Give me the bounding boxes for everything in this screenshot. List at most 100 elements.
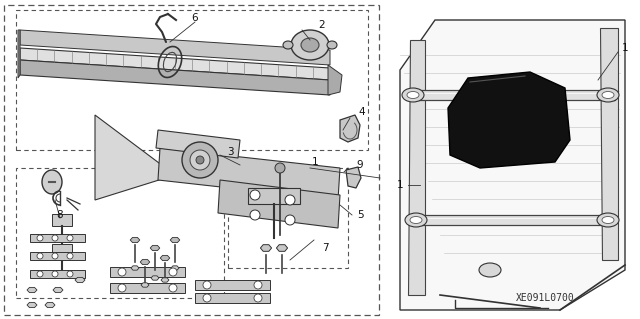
Polygon shape [248,188,300,204]
Polygon shape [110,267,185,277]
Polygon shape [18,30,20,78]
Polygon shape [260,245,271,251]
Polygon shape [30,252,85,260]
Circle shape [203,294,211,302]
Polygon shape [131,266,139,270]
Bar [16,168,224,298]
Circle shape [37,235,43,241]
Polygon shape [20,30,330,65]
Polygon shape [151,276,159,280]
Circle shape [169,268,177,276]
Circle shape [250,210,260,220]
Polygon shape [195,280,270,290]
Circle shape [182,142,218,178]
Polygon shape [130,237,140,242]
Polygon shape [30,234,85,242]
Polygon shape [27,302,37,308]
Text: XE091L0700: XE091L0700 [516,293,574,303]
Circle shape [118,268,126,276]
Circle shape [275,163,285,173]
Polygon shape [45,302,55,308]
Circle shape [190,150,210,170]
Polygon shape [170,237,180,242]
Polygon shape [53,287,63,293]
Polygon shape [110,283,185,293]
Polygon shape [156,130,240,158]
Polygon shape [161,278,169,282]
Bar [228,168,348,268]
Polygon shape [346,167,361,188]
Bar [4,5,379,315]
Circle shape [285,215,295,225]
Polygon shape [400,20,625,310]
Polygon shape [30,270,85,278]
Ellipse shape [402,88,424,102]
Polygon shape [158,148,340,200]
Circle shape [67,235,73,241]
Text: 8: 8 [57,210,63,220]
Circle shape [37,253,43,259]
Circle shape [37,271,43,277]
Polygon shape [448,72,570,168]
Polygon shape [52,214,72,226]
Polygon shape [408,40,425,295]
Text: 5: 5 [356,210,364,220]
Polygon shape [75,278,85,283]
Circle shape [52,271,58,277]
Text: 2: 2 [319,20,325,30]
Circle shape [285,195,295,205]
Text: 4: 4 [358,107,365,117]
Polygon shape [20,60,330,95]
Text: 7: 7 [322,243,328,253]
Circle shape [67,271,73,277]
Polygon shape [20,48,330,80]
Polygon shape [195,293,270,303]
Circle shape [254,281,262,289]
Ellipse shape [410,217,422,224]
Ellipse shape [479,263,501,277]
Circle shape [169,284,177,292]
Polygon shape [218,180,340,228]
Circle shape [67,253,73,259]
Ellipse shape [327,41,337,49]
Ellipse shape [597,213,619,227]
Circle shape [118,284,126,292]
Ellipse shape [42,170,62,194]
Polygon shape [141,283,149,287]
Polygon shape [95,115,175,200]
Bar [395,5,635,310]
Text: 6: 6 [192,13,198,23]
Circle shape [52,253,58,259]
Ellipse shape [283,41,293,49]
Polygon shape [600,28,618,260]
Ellipse shape [291,30,329,60]
Polygon shape [410,90,615,100]
Polygon shape [328,65,342,95]
Text: 1: 1 [397,180,403,190]
Text: 1: 1 [621,43,628,53]
Ellipse shape [301,38,319,52]
Text: 1: 1 [312,157,318,167]
Polygon shape [171,266,179,270]
Polygon shape [52,244,72,256]
Polygon shape [160,256,170,261]
Ellipse shape [602,92,614,99]
Polygon shape [276,245,287,251]
Bar [16,10,368,150]
Ellipse shape [407,92,419,99]
Polygon shape [340,115,360,142]
Circle shape [250,190,260,200]
Polygon shape [140,259,150,264]
Circle shape [52,235,58,241]
Ellipse shape [405,213,427,227]
Text: 9: 9 [356,160,364,170]
Circle shape [254,294,262,302]
Polygon shape [415,215,610,225]
Circle shape [203,281,211,289]
Ellipse shape [602,217,614,224]
Text: 3: 3 [227,147,234,157]
Polygon shape [150,245,160,251]
Ellipse shape [597,88,619,102]
Circle shape [196,156,204,164]
Polygon shape [27,287,37,293]
